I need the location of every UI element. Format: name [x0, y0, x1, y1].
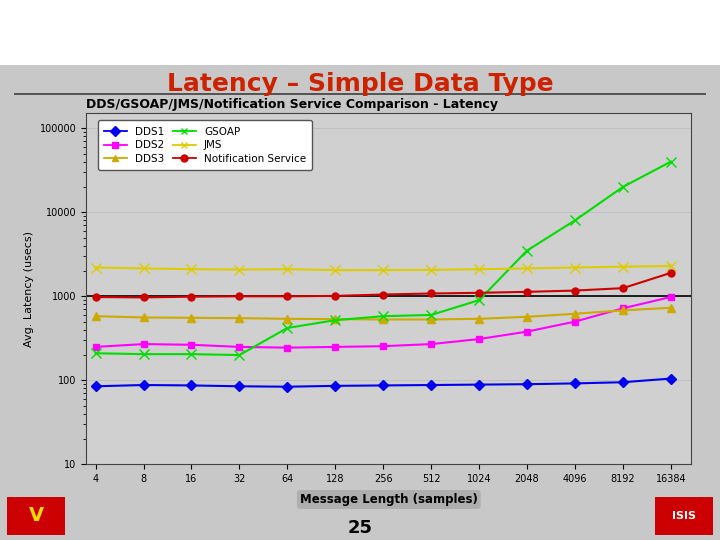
DDS2 — [667, 294, 675, 300]
Line: DDS3: DDS3 — [91, 303, 675, 323]
DDS1 — [379, 382, 387, 389]
Y-axis label: Avg. Latency (usecs): Avg. Latency (usecs) — [24, 231, 35, 347]
Notification Service — [474, 289, 483, 296]
DDS1 — [618, 379, 627, 386]
Notification Service — [427, 291, 436, 297]
GSOAP — [91, 350, 100, 356]
Line: DDS2: DDS2 — [92, 294, 675, 351]
DDS2 — [379, 343, 387, 349]
DDS1 — [571, 380, 580, 387]
DDS3 — [667, 305, 675, 311]
Legend: DDS1, DDS2, DDS3, GSOAP, JMS, Notification Service: DDS1, DDS2, DDS3, GSOAP, JMS, Notificati… — [98, 120, 312, 170]
DDS2 — [139, 341, 148, 347]
Notification Service — [571, 287, 580, 294]
DDS3 — [283, 315, 292, 322]
Notification Service — [187, 293, 196, 300]
JMS — [139, 265, 148, 272]
Notification Service — [379, 291, 387, 298]
JMS — [331, 267, 340, 273]
DDS1 — [523, 381, 531, 387]
DDS2 — [91, 343, 100, 350]
GSOAP — [474, 297, 483, 303]
JMS — [571, 264, 580, 271]
DDS1 — [283, 383, 292, 390]
DDS3 — [427, 316, 436, 323]
JMS — [235, 266, 244, 273]
DDS1 — [331, 383, 340, 389]
GSOAP — [571, 217, 580, 224]
DDS3 — [618, 307, 627, 314]
DDS2 — [523, 328, 531, 335]
DDS1 — [474, 381, 483, 388]
Notification Service — [91, 294, 100, 300]
DDS1 — [139, 382, 148, 388]
Text: 25: 25 — [348, 519, 372, 537]
DDS3 — [139, 314, 148, 321]
Text: DDS/GSOAP/JMS/Notification Service Comparison - Latency: DDS/GSOAP/JMS/Notification Service Compa… — [86, 98, 498, 111]
DDS1 — [91, 383, 100, 389]
DDS2 — [187, 341, 196, 348]
JMS — [667, 262, 675, 269]
DDS3 — [331, 316, 340, 322]
GSOAP — [331, 317, 340, 323]
DDS1 — [187, 382, 196, 389]
Text: Message Length (samples): Message Length (samples) — [300, 493, 478, 506]
Notification Service — [139, 294, 148, 301]
GSOAP — [618, 184, 627, 190]
DDS2 — [474, 336, 483, 342]
GSOAP — [187, 351, 196, 357]
JMS — [91, 264, 100, 271]
DDS3 — [523, 314, 531, 320]
Line: Notification Service: Notification Service — [92, 269, 675, 301]
DDS2 — [331, 343, 340, 350]
Notification Service — [283, 293, 292, 300]
DDS3 — [91, 313, 100, 320]
DDS2 — [235, 343, 244, 350]
Notification Service — [235, 293, 244, 300]
Line: JMS: JMS — [91, 261, 675, 275]
JMS — [427, 267, 436, 273]
JMS — [187, 266, 196, 273]
Text: Latency – Simple Data Type: Latency – Simple Data Type — [167, 72, 553, 96]
JMS — [474, 266, 483, 273]
DDS3 — [187, 315, 196, 321]
Line: DDS1: DDS1 — [92, 375, 675, 390]
DDS2 — [427, 341, 436, 347]
DDS1 — [427, 382, 436, 388]
JMS — [523, 265, 531, 272]
Text: ISIS: ISIS — [672, 511, 696, 521]
GSOAP — [235, 352, 244, 358]
GSOAP — [667, 158, 675, 165]
GSOAP — [523, 247, 531, 254]
GSOAP — [283, 325, 292, 331]
DDS2 — [571, 319, 580, 325]
Notification Service — [618, 285, 627, 292]
Notification Service — [667, 269, 675, 276]
DDS1 — [667, 375, 675, 382]
DDS2 — [283, 345, 292, 351]
GSOAP — [139, 351, 148, 357]
JMS — [618, 264, 627, 270]
JMS — [379, 267, 387, 273]
JMS — [283, 266, 292, 273]
DDS2 — [618, 305, 627, 312]
DDS3 — [571, 310, 580, 317]
Notification Service — [331, 293, 340, 299]
Text: V: V — [28, 506, 44, 525]
DDS3 — [379, 316, 387, 323]
DDS3 — [235, 315, 244, 321]
GSOAP — [427, 312, 436, 318]
Line: GSOAP: GSOAP — [91, 157, 675, 360]
DDS1 — [235, 383, 244, 389]
GSOAP — [379, 313, 387, 320]
DDS3 — [474, 315, 483, 322]
Notification Service — [523, 288, 531, 295]
